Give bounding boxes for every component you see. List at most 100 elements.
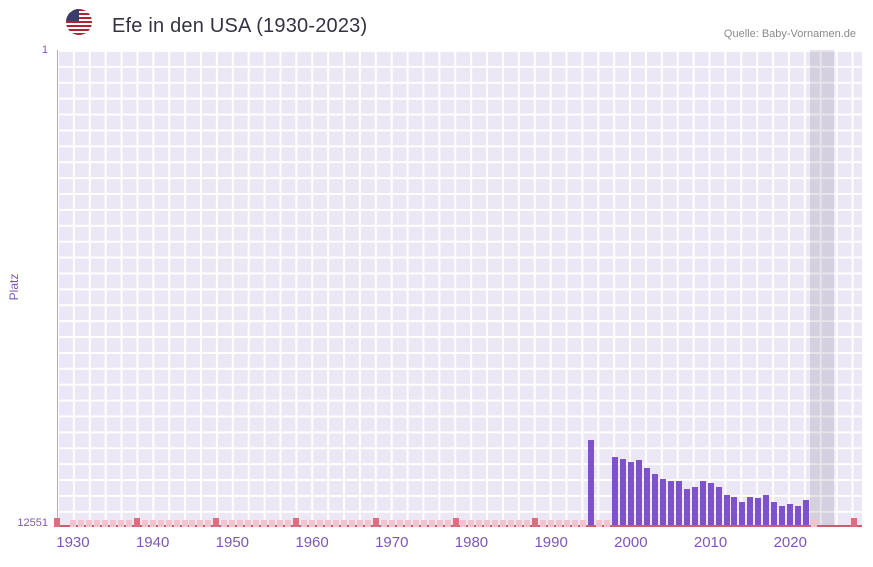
missing-year-marker-1977 (444, 520, 451, 527)
missing-year-marker-1965 (348, 520, 355, 527)
missing-year-marker-1963 (332, 520, 339, 527)
bar-2014[interactable] (739, 502, 746, 527)
missing-year-marker-1982 (484, 520, 491, 527)
missing-year-marker-1953 (253, 520, 260, 527)
missing-year-marker-1934 (101, 520, 108, 527)
source-label: Quelle: Baby-Vornamen.de (723, 28, 856, 40)
bar-2012[interactable] (723, 494, 730, 527)
missing-year-marker-1960 (309, 520, 316, 527)
missing-year-marker-1946 (197, 520, 204, 527)
missing-year-marker-1993 (572, 520, 579, 527)
tick-marker (213, 518, 220, 527)
missing-year-marker-1983 (492, 520, 499, 527)
tick-marker (54, 518, 60, 527)
bar-1998[interactable] (611, 456, 618, 527)
x-tick-label: 2010 (693, 534, 728, 551)
missing-year-marker-1994 (580, 520, 587, 527)
missing-year-marker-1933 (93, 520, 100, 527)
bar-2008[interactable] (691, 487, 698, 527)
tick-marker (372, 518, 379, 527)
missing-year-marker-1972 (404, 520, 411, 527)
missing-year-marker-1989 (540, 520, 547, 527)
bar-2010[interactable] (707, 483, 714, 527)
missing-year-marker-1932 (85, 520, 92, 527)
bar-2007[interactable] (683, 488, 690, 527)
missing-year-marker-1984 (500, 520, 507, 527)
x-axis-labels: 1930 1940 1950 1960 1970 1980 1990 2000 2010 2020 (56, 534, 862, 554)
bar-1999[interactable] (619, 458, 626, 527)
bar-2003[interactable] (651, 473, 658, 527)
bar-1995[interactable] (588, 439, 594, 527)
missing-year-marker-1992 (564, 520, 571, 527)
missing-year-marker-1986 (516, 520, 523, 527)
y-axis-title: Platz (7, 273, 21, 301)
missing-year-marker-1956 (277, 520, 284, 527)
x-tick-label: 1950 (215, 534, 250, 551)
x-tick-label: 1930 (56, 534, 90, 551)
missing-year-marker-2023 (811, 520, 818, 527)
bar-2016[interactable] (755, 498, 762, 527)
missing-year-marker-1990 (548, 520, 555, 527)
tick-marker (293, 518, 300, 527)
missing-year-marker-1949 (221, 520, 228, 527)
missing-year-marker-1937 (125, 520, 132, 527)
missing-year-marker-1945 (189, 520, 196, 527)
missing-year-marker-1943 (173, 520, 180, 527)
tick-marker (532, 518, 539, 527)
x-tick-label: 1960 (295, 534, 329, 551)
us-flag-icon (66, 9, 92, 35)
missing-year-marker-1971 (396, 520, 403, 527)
bar-2017[interactable] (763, 494, 770, 527)
missing-year-marker-1957 (285, 520, 292, 527)
missing-year-marker-1964 (340, 520, 347, 527)
x-tick-label: 1990 (534, 534, 568, 551)
bar-2022[interactable] (803, 500, 810, 527)
missing-year-marker-1955 (269, 520, 276, 527)
bar-2000[interactable] (627, 462, 634, 527)
missing-year-marker-1930 (69, 520, 76, 527)
flag-canton (66, 9, 79, 21)
missing-year-marker-1961 (317, 520, 324, 527)
bar-2020[interactable] (787, 504, 794, 527)
plot-area (54, 50, 862, 527)
missing-year-marker-1967 (364, 520, 371, 527)
missing-year-marker-1985 (508, 520, 515, 527)
bar-2002[interactable] (643, 468, 650, 527)
bar-2009[interactable] (699, 481, 706, 527)
x-tick-label: 1970 (375, 534, 409, 551)
missing-year-marker-1975 (428, 520, 435, 527)
missing-year-marker-1980 (468, 520, 475, 527)
bar-2011[interactable] (715, 487, 722, 527)
missing-year-marker-1991 (556, 520, 563, 527)
missing-year-marker-1976 (436, 520, 443, 527)
missing-year-marker-1979 (460, 520, 467, 527)
tick-marker (452, 518, 459, 527)
tick-marker (133, 518, 140, 527)
tick-marker (851, 518, 858, 527)
missing-year-marker-1935 (109, 520, 116, 527)
missing-year-marker-1969 (380, 520, 387, 527)
missing-year-marker-1947 (205, 520, 212, 527)
x-tick-label: 2000 (614, 534, 648, 551)
page-title: Efe in den USA (1930-2023) (112, 15, 368, 37)
missing-year-marker-1942 (165, 520, 172, 527)
y-tick-bottom: 12551 (17, 517, 48, 529)
bar-2001[interactable] (635, 460, 642, 527)
missing-year-marker-1954 (261, 520, 268, 527)
bar-2005[interactable] (667, 481, 674, 527)
missing-year-marker-1951 (237, 520, 244, 527)
bar-2021[interactable] (795, 506, 802, 527)
bar-2013[interactable] (731, 496, 738, 527)
bar-2018[interactable] (771, 502, 778, 527)
bar-2019[interactable] (779, 506, 786, 527)
x-tick-label: 1940 (135, 534, 170, 551)
missing-year-marker-1966 (356, 520, 363, 527)
bar-2004[interactable] (659, 479, 666, 527)
bar-2006[interactable] (675, 481, 682, 527)
missing-year-marker-1987 (524, 520, 531, 527)
missing-year-marker-1981 (476, 520, 483, 527)
missing-year-marker-1944 (181, 520, 188, 527)
missing-year-marker-1931 (77, 520, 84, 527)
bar-2015[interactable] (747, 496, 754, 527)
